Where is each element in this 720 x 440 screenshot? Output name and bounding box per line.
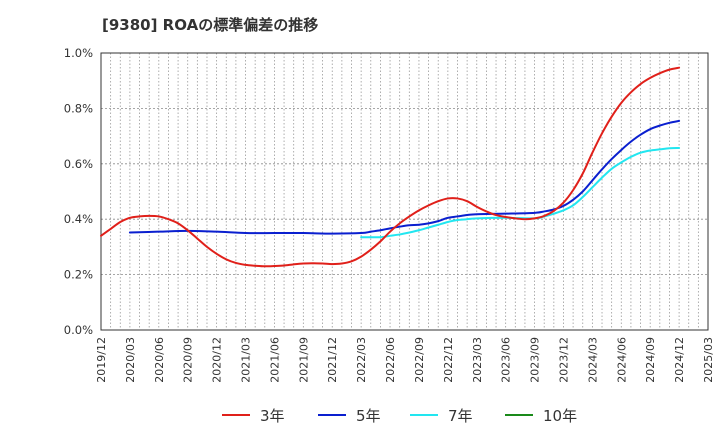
legend: 3年 5年 7年 10年	[0, 404, 720, 426]
series-line-5年	[128, 119, 681, 235]
x-tick-label: 2020/03	[124, 337, 137, 383]
x-tick-label: 2022/12	[442, 337, 455, 383]
x-tick-label: 2022/06	[384, 337, 397, 383]
plot-frame	[100, 52, 709, 331]
x-axis: 2019/12 2020/03 2020/06 2020/09 2020/12 2021/…	[95, 337, 715, 383]
legend-label-5y: 5年	[356, 406, 381, 425]
x-tick-label: 2024/06	[615, 337, 628, 383]
series-line-3年	[100, 66, 681, 268]
legend-label-3y: 3年	[260, 406, 285, 425]
x-tick-label: 2021/09	[297, 337, 310, 383]
x-tick-label: 2021/03	[240, 337, 253, 383]
y-tick-label: 0.2%	[64, 268, 93, 282]
y-axis: 0.0% 0.2% 0.4% 0.6% 0.8% 1.0%	[64, 46, 93, 337]
legend-item-7y: 7年	[410, 404, 473, 426]
x-tick-label: 2021/06	[268, 337, 281, 383]
x-tick-label: 2021/12	[326, 337, 339, 383]
legend-swatch-3y	[222, 414, 250, 416]
x-tick-label: 2023/12	[557, 337, 570, 383]
legend-label-7y: 7年	[448, 406, 473, 425]
series-lines	[100, 66, 681, 268]
x-tick-label: 2024/09	[644, 337, 657, 383]
y-tick-label: 0.6%	[64, 157, 93, 171]
x-tick-label: 2022/03	[355, 337, 368, 383]
x-tick-label: 2022/09	[413, 337, 426, 383]
chart-title: [9380] ROAの標準偏差の推移	[102, 16, 319, 34]
x-tick-label: 2024/03	[586, 337, 599, 383]
x-tick-label: 2023/03	[471, 337, 484, 383]
x-tick-label: 2023/06	[500, 337, 513, 383]
legend-item-5y: 5年	[318, 404, 381, 426]
grid	[101, 53, 708, 330]
y-tick-label: 0.0%	[64, 323, 93, 337]
legend-swatch-10y	[505, 414, 533, 416]
x-tick-label: 2020/12	[211, 337, 224, 383]
legend-item-10y: 10年	[505, 404, 577, 426]
y-tick-label: 0.4%	[64, 212, 93, 226]
x-tick-label: 2025/03	[702, 337, 715, 383]
legend-swatch-7y	[410, 414, 438, 416]
x-tick-label: 2019/12	[95, 337, 108, 383]
y-tick-label: 0.8%	[64, 101, 93, 115]
series-line-7年	[360, 147, 681, 239]
legend-swatch-5y	[318, 414, 346, 416]
legend-label-10y: 10年	[543, 406, 578, 425]
x-tick-label: 2024/12	[673, 337, 686, 383]
x-tick-label: 2020/09	[182, 337, 195, 383]
x-tick-label: 2023/09	[529, 337, 542, 383]
y-tick-label: 1.0%	[64, 46, 93, 60]
x-tick-label: 2020/06	[153, 337, 166, 383]
legend-item-3y: 3年	[222, 404, 285, 426]
